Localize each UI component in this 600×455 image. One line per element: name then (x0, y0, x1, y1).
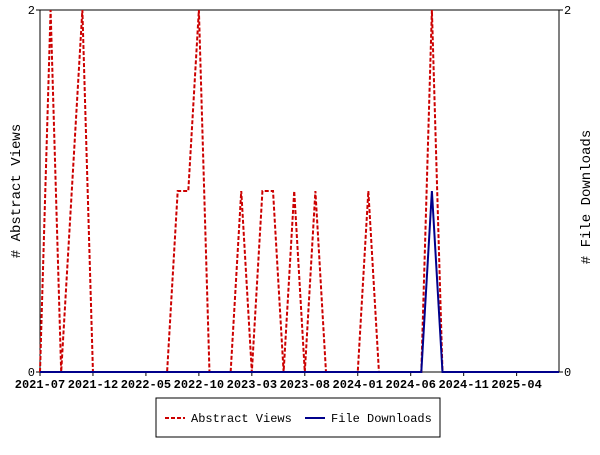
x-tick-label: 2022-05 (121, 378, 171, 392)
y-tick-label: 0 (28, 366, 35, 380)
x-tick-label: 2024-11 (438, 378, 488, 392)
x-tick-label: 2021-07 (15, 378, 65, 392)
x-tick-label: 2023-03 (227, 378, 277, 392)
y2-tick-label: 2 (564, 4, 571, 18)
legend-label: Abstract Views (191, 412, 292, 426)
legend-label: File Downloads (331, 412, 432, 426)
x-tick-label: 2024-06 (386, 378, 436, 392)
series-line (40, 190, 559, 373)
x-tick-label: 2024-01 (333, 378, 383, 392)
y-tick-label: 2 (28, 4, 35, 18)
x-tick-label: 2023-08 (280, 378, 330, 392)
x-tick-label: 2025-04 (491, 378, 541, 392)
legend (155, 397, 441, 438)
y2-axis-label: # File Downloads (579, 130, 595, 264)
y-axis-label: # Abstract Views (9, 124, 25, 258)
x-tick-label: 2022-10 (174, 378, 224, 392)
x-tick-label: 2021-12 (68, 378, 118, 392)
y2-tick-label: 0 (564, 366, 571, 380)
